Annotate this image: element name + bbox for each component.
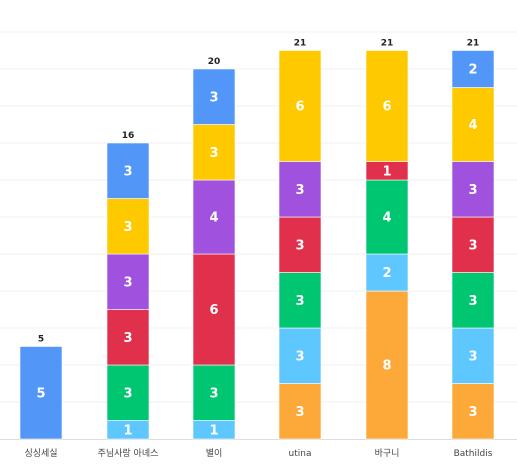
x-tick-label: 별이 [206,448,223,459]
bar-segment [451,87,495,162]
segment-value-label: 4 [468,118,477,133]
x-tick-label: 싱싱세실 [24,448,57,459]
segment-value-label: 3 [468,183,477,198]
segment-value-label: 2 [468,63,477,78]
x-tick-label: utina [289,449,312,459]
bar-total-label: 21 [381,39,394,49]
x-tick-label: 주님사랑 아녜스 [98,447,159,459]
segment-value-label: 1 [209,423,218,438]
bar-segment [451,161,495,218]
segment-value-label: 3 [295,183,304,198]
bar-segment [106,253,150,310]
segment-value-label: 4 [382,211,391,226]
segment-value-label: 8 [382,359,391,374]
segment-value-label: 6 [382,100,391,115]
bar-segment [451,50,495,88]
bar-segment [278,327,322,384]
segment-value-label: 3 [295,238,304,253]
bar-segment [451,327,495,384]
segment-value-label: 3 [123,331,132,346]
bar-segment [192,253,236,366]
segment-value-label: 3 [123,220,132,235]
segment-value-label: 3 [295,294,304,309]
bar-total-label: 5 [38,335,44,345]
bar-segment [106,198,150,255]
segment-value-label: 3 [468,238,477,253]
x-tick-label: 바구니 [375,448,400,459]
bar-segment [278,383,322,440]
segment-value-label: 3 [209,386,218,401]
bar-segment [192,124,236,181]
segment-value-label: 3 [295,349,304,364]
bar-total-label: 16 [122,131,135,141]
segment-value-label: 3 [123,164,132,179]
bar-segment [278,50,322,162]
segment-value-label: 3 [209,90,218,105]
segment-value-label: 4 [209,211,218,226]
bar-segment [278,216,322,273]
bar-segment [192,179,236,255]
segment-value-label: 6 [295,100,304,115]
segment-value-label: 1 [382,164,391,179]
x-tick-label: Bathildis [454,449,493,459]
bar-total-label: 21 [294,39,307,49]
bar-segment [278,272,322,329]
bar-segment [451,272,495,329]
bar-segment [106,364,150,421]
bar-segment [19,346,63,440]
segment-value-label: 5 [36,386,45,401]
bar-segment [365,179,409,255]
bar-segment [106,309,150,366]
bar-segment [365,253,409,292]
bar-segment [192,68,236,125]
segment-value-label: 3 [295,405,304,420]
segment-value-label: 6 [209,303,218,318]
bar-total-label: 20 [208,57,221,67]
bar-segment [451,383,495,440]
bar-segment [365,50,409,162]
segment-value-label: 3 [209,146,218,161]
bar-total-label: 21 [467,39,480,49]
bar-segment [451,216,495,273]
bar-segment [278,161,322,218]
bar-segment [365,290,409,440]
segment-value-label: 3 [468,349,477,364]
segment-value-label: 3 [123,275,132,290]
segment-value-label: 3 [468,405,477,420]
bar-segment [192,364,236,421]
segment-value-label: 1 [123,423,132,438]
bar-segment [106,142,150,199]
segment-value-label: 2 [382,266,391,281]
segment-value-label: 3 [468,294,477,309]
segment-value-label: 3 [123,386,132,401]
